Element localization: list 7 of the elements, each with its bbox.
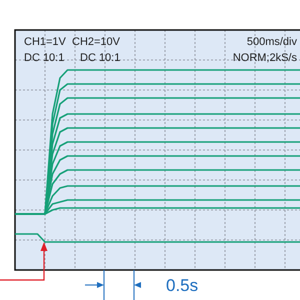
text: NORM;2kS/s xyxy=(232,52,298,64)
text: 500ms/div xyxy=(246,36,298,48)
text: DC 10:1 xyxy=(24,52,64,64)
text: CH2=10V xyxy=(72,36,121,48)
text: DC 10:1 xyxy=(80,52,120,64)
text: CH1=1V xyxy=(24,36,67,48)
text: 0.5s xyxy=(166,276,198,296)
